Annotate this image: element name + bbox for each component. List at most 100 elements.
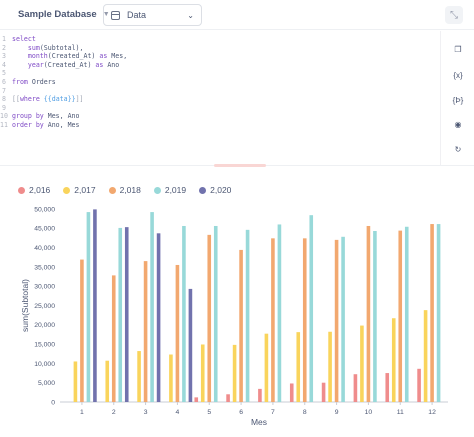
table-label: Data [127,10,147,20]
bar [232,344,237,402]
legend-item[interactable]: 2,020 [199,185,231,195]
legend-item[interactable]: 2,017 [63,185,96,195]
preview-icon: ◉ [454,119,462,129]
code-token [12,52,28,60]
bar [226,394,230,402]
code-token: from [12,78,28,86]
line-number: 6 [2,78,6,86]
code-line[interactable]: 6 from Orders [0,78,56,87]
y-tick-label: 40,000 [34,245,55,252]
variables-button[interactable]: {x} [449,66,467,84]
line-number: 9 [2,103,6,112]
code-line[interactable]: 1 select [0,35,36,44]
y-tick-label: 50,000 [34,206,55,213]
y-tick-label: 30,000 [34,284,55,291]
bar [271,238,275,402]
code-text: select [12,35,36,44]
bar [143,261,148,402]
bar [194,397,199,402]
chevron-down-icon: ▼ [102,11,110,18]
bar [73,361,78,402]
legend-label: 2,020 [210,185,232,195]
legend-label: 2,018 [119,185,141,195]
bar [239,249,243,402]
bar [296,332,301,402]
x-tick-label: 7 [271,409,275,416]
legend-item[interactable]: 2,019 [153,185,186,195]
bar [430,224,434,402]
database-picker[interactable]: Sample Database ▼ [18,9,110,20]
resize-handle[interactable] [214,164,266,167]
code-token: as [95,60,104,69]
code-line[interactable]: 7 [0,87,12,96]
code-token: {{data}} [43,95,76,104]
database-label: Sample Database [18,9,97,20]
bar [423,310,428,402]
bar [385,373,390,402]
bar [118,227,123,402]
bar [436,224,441,402]
code-token: select [12,35,36,43]
code-line[interactable]: 11 order by Ano, Mes [0,121,80,130]
code-text: year(Created_At) as Ano [12,61,119,70]
line-number: 3 [2,52,6,61]
bar [175,264,180,402]
legend-item[interactable]: 2,018 [108,185,141,195]
bar [328,331,332,402]
code-line[interactable]: 8 [[where {{data}}]] [0,95,84,104]
code-token: where [19,95,40,104]
collapse-editor-button[interactable]: ⤡ [445,6,463,24]
bar [213,225,218,402]
data-reference-button[interactable]: ❐ [449,40,467,58]
preview-button[interactable]: ◉ [449,115,467,133]
x-tick-label: 9 [335,409,339,416]
legend-label: 2,017 [74,185,96,195]
snippets-button[interactable]: {Þ} [449,91,467,109]
bar [105,360,110,402]
code-line[interactable]: 9 [0,104,12,113]
y-tick-label: 45,000 [34,226,55,233]
y-tick-label: 0 [51,399,55,406]
bar [80,259,84,402]
code-token: group by [12,112,44,121]
line-number: 7 [2,86,6,95]
code-token: order by [12,121,44,129]
refresh-button[interactable]: ↻ [449,140,467,158]
bar [366,225,371,402]
code-token: month [27,52,48,61]
legend-label: 2,016 [29,185,51,195]
code-text: sum(Subtotal), [12,44,84,53]
bar [93,209,97,402]
x-tick-label: 10 [365,409,373,416]
data-reference-icon: ❐ [454,44,462,54]
code-line[interactable]: 3 month(Created_At) as Mes, [0,52,127,61]
code-line[interactable]: 4 year(Created_At) as Ano [0,61,119,70]
x-tick-label: 11 [397,409,404,416]
code-token: [[ [12,95,20,104]
y-axis-title: sum(Subtotal) [20,279,30,332]
bar [391,318,396,402]
bar [258,388,262,402]
code-text: group by Mes, Ano [12,112,80,121]
table-picker[interactable]: Data ⌄ [103,4,202,26]
y-tick-label: 5,000 [38,380,55,387]
bar [398,230,403,402]
table-icon [111,10,120,20]
sql-editor[interactable]: 1 select 2 sum(Subtotal), 3 month(Created_A… [0,31,440,161]
code-line[interactable]: 5 [0,69,12,78]
y-tick-label: 10,000 [34,361,55,368]
code-line[interactable]: 10 group by Mes, Ano [0,112,80,121]
code-line[interactable]: 2 sum(Subtotal), [0,44,83,53]
code-token: ]] [75,95,84,104]
code-text: from Orders [12,78,56,87]
code-token: Ano, Mes [43,121,80,129]
bar [156,233,161,402]
y-tick-label: 25,000 [34,303,55,310]
editor-sidebar: ❐ {x} {Þ} ◉ ↻ [440,31,474,166]
code-text: [[where {{data}}]] [12,95,84,104]
legend-item[interactable]: 2,016 [18,185,50,195]
bar [169,354,173,402]
bar [150,212,154,402]
code-token [12,61,28,69]
bar [309,215,314,402]
